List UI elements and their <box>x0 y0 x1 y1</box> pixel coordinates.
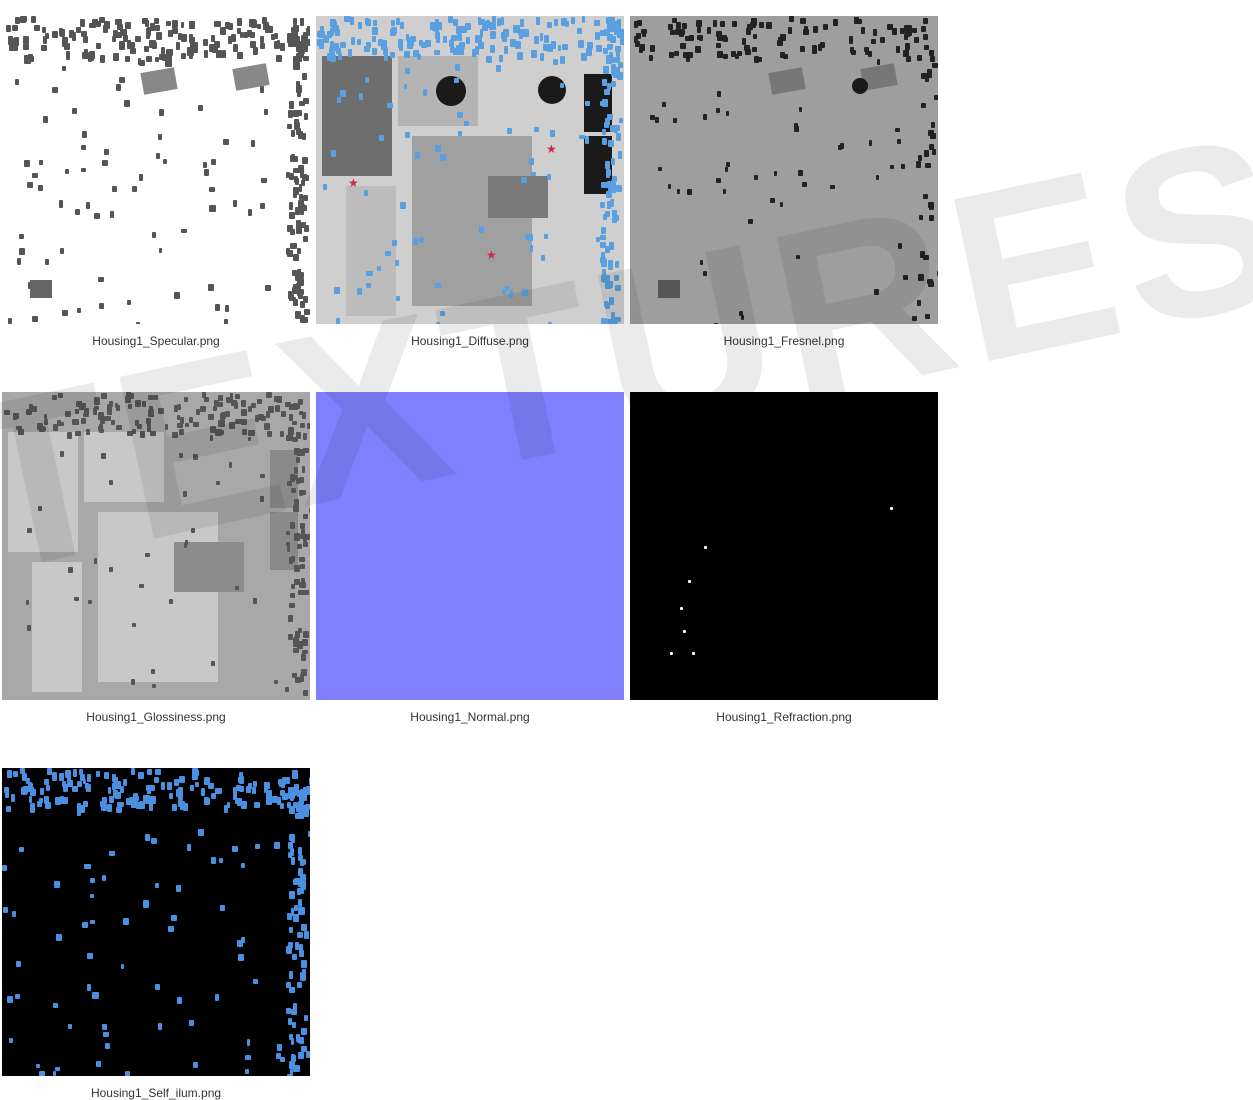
texture-cell: ★★★ Housing1_Diffuse.png <box>316 16 624 348</box>
speck-layer <box>2 392 310 700</box>
texture-cell: Housing1_Normal.png <box>316 392 624 724</box>
texture-thumbnail-specular[interactable] <box>2 16 310 324</box>
texture-filename: Housing1_Fresnel.png <box>724 334 845 348</box>
speck-layer <box>630 392 938 700</box>
texture-cell: Housing1_Refraction.png <box>630 392 938 724</box>
texture-grid: Housing1_Specular.png ★★★ Housing1_Diffu… <box>2 16 1251 1100</box>
texture-cell: Housing1_Self_ilum.png <box>2 768 310 1100</box>
texture-thumbnail-diffuse[interactable]: ★★★ <box>316 16 624 324</box>
texture-cell: Housing1_Fresnel.png <box>630 16 938 348</box>
texture-thumbnail-self-ilum[interactable] <box>2 768 310 1076</box>
texture-filename: Housing1_Normal.png <box>410 710 529 724</box>
texture-thumbnail-glossiness[interactable] <box>2 392 310 700</box>
texture-thumbnail-normal[interactable] <box>316 392 624 700</box>
texture-filename: Housing1_Specular.png <box>92 334 219 348</box>
texture-cell: Housing1_Specular.png <box>2 16 310 348</box>
speck-layer <box>2 16 310 324</box>
texture-thumbnail-fresnel[interactable] <box>630 16 938 324</box>
speck-layer <box>630 16 938 324</box>
speck-layer <box>316 16 624 324</box>
texture-filename: Housing1_Diffuse.png <box>411 334 529 348</box>
texture-thumbnail-refraction[interactable] <box>630 392 938 700</box>
texture-filename: Housing1_Self_ilum.png <box>91 1086 221 1100</box>
texture-filename: Housing1_Glossiness.png <box>86 710 225 724</box>
texture-filename: Housing1_Refraction.png <box>716 710 851 724</box>
speck-layer <box>2 768 310 1076</box>
texture-cell: Housing1_Glossiness.png <box>2 392 310 724</box>
